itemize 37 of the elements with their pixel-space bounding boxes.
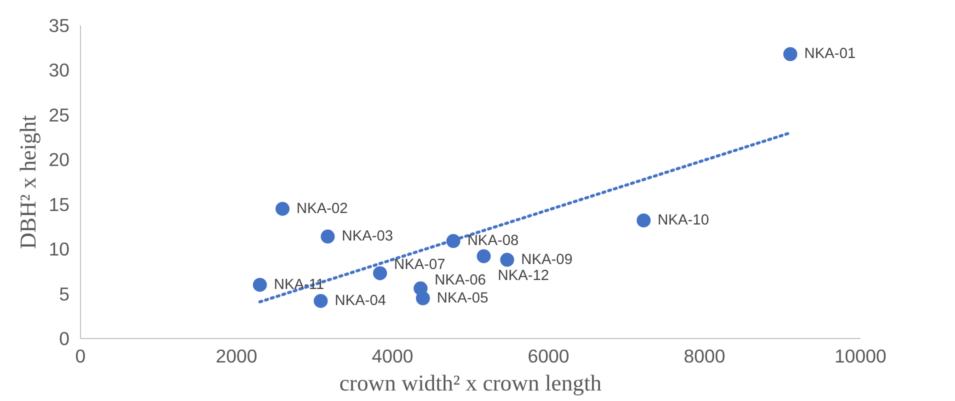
x-tick-label: 0: [75, 346, 86, 366]
x-axis-title: crown width² x crown length: [339, 370, 602, 396]
annotation: NKA-09: [521, 252, 572, 268]
point: [320, 230, 335, 244]
x-tick-label: 8000: [684, 346, 726, 366]
annotation: NKA-05: [436, 290, 488, 306]
point: [314, 294, 328, 308]
annotation: NKA-08: [467, 233, 519, 250]
x-tick-label: 2000: [216, 346, 258, 366]
x-tick-label: 10000: [834, 346, 886, 366]
y-tick-label: 25: [48, 104, 70, 126]
y-tick-label: 20: [48, 149, 70, 170]
point: [500, 252, 514, 267]
y-tick-label: 15: [48, 194, 70, 215]
annotation: NKA-10: [658, 212, 709, 228]
point: [636, 213, 651, 228]
y-tick-label: 0: [59, 328, 70, 349]
point: [783, 47, 798, 62]
annotation: NKA-12: [498, 268, 550, 284]
annotation: NKA-06: [434, 272, 486, 288]
point: [476, 249, 491, 264]
y-tick-label: 30: [48, 60, 70, 81]
point: [276, 202, 290, 216]
x-tick-label: 4000: [372, 346, 414, 366]
point: [252, 278, 267, 292]
annotation: NKA-03: [342, 228, 394, 245]
annotation: NKA-07: [394, 257, 446, 274]
annotation: NKA-02: [296, 200, 348, 217]
x-tick-label: 6000: [528, 346, 570, 366]
y-tick-label: 5: [59, 283, 70, 304]
y-tick-label: 35: [48, 15, 70, 36]
point: [373, 266, 388, 280]
annotation: NKA-01: [804, 46, 856, 62]
y-tick-label: 10: [48, 238, 70, 260]
y-axis-title: DBH² x height: [16, 114, 41, 249]
annotation: NKA-04: [334, 292, 386, 309]
point: [414, 281, 428, 296]
